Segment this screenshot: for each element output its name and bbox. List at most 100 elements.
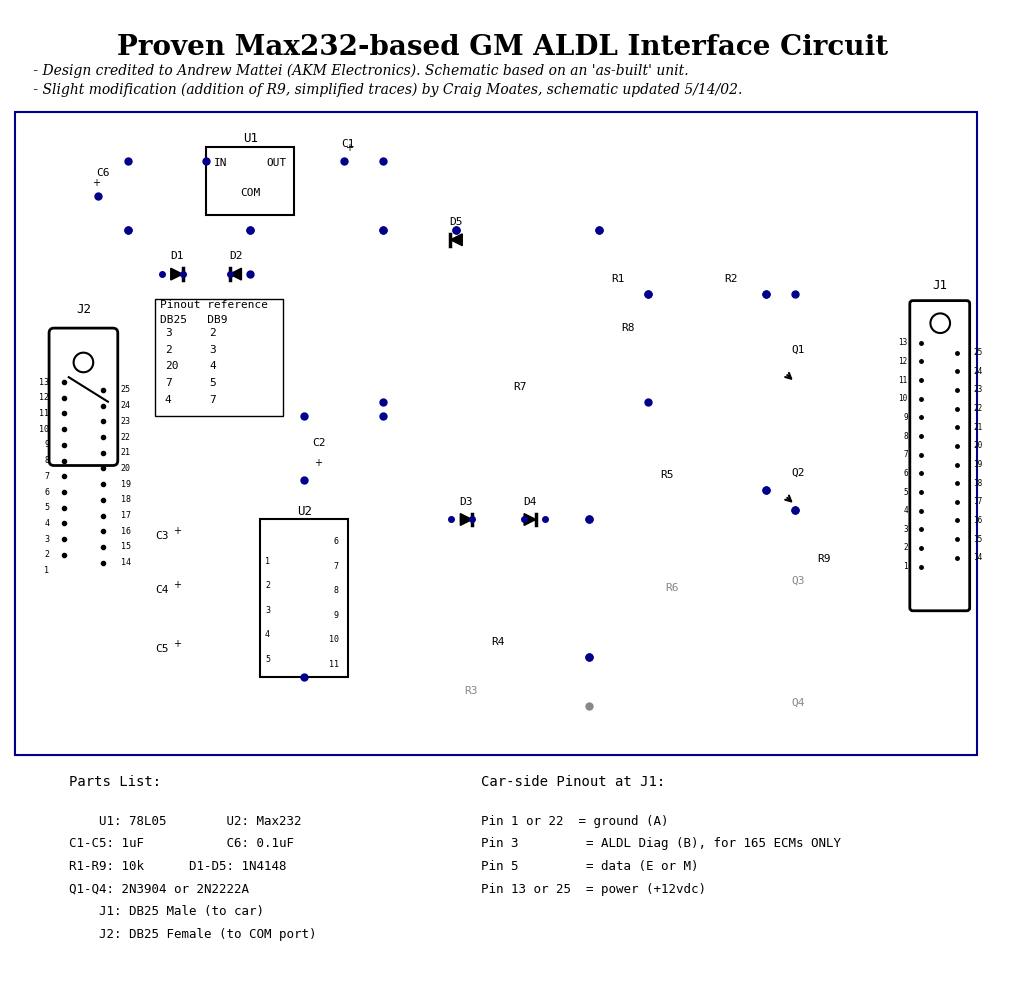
Text: 14: 14: [974, 554, 983, 562]
Text: Car-side Pinout at J1:: Car-side Pinout at J1:: [481, 774, 666, 789]
Text: 12: 12: [39, 393, 49, 402]
Text: 18: 18: [121, 495, 131, 504]
Text: Parts List:: Parts List:: [69, 774, 161, 789]
Text: 3: 3: [44, 535, 49, 544]
Text: 5: 5: [903, 488, 908, 496]
Text: 8: 8: [44, 456, 49, 465]
Text: Q2: Q2: [792, 467, 805, 478]
Polygon shape: [229, 268, 242, 280]
Text: 3: 3: [903, 525, 908, 534]
Bar: [206, 147, 295, 216]
Text: R1-R9: 10k      D1-D5: 1N4148: R1-R9: 10k D1-D5: 1N4148: [69, 860, 286, 873]
Text: R7: R7: [513, 382, 527, 392]
Text: 14: 14: [121, 558, 131, 567]
Text: J1: DB25 Male (to car): J1: DB25 Male (to car): [69, 905, 264, 918]
Text: 5: 5: [44, 503, 49, 512]
Text: 2: 2: [209, 328, 216, 338]
Text: +: +: [173, 580, 181, 590]
Bar: [14, 112, 977, 755]
Text: Q1: Q1: [792, 345, 805, 355]
Text: 2: 2: [903, 544, 908, 553]
Text: 4: 4: [165, 395, 172, 405]
Text: R1: R1: [611, 274, 625, 284]
Text: 12: 12: [899, 357, 908, 366]
Text: 3: 3: [165, 328, 172, 338]
Text: Pin 3         = ALDL Diag (B), for 165 ECMs ONLY: Pin 3 = ALDL Diag (B), for 165 ECMs ONLY: [481, 837, 841, 850]
Text: 7: 7: [903, 450, 908, 459]
Text: 5: 5: [265, 655, 270, 664]
Text: Q3: Q3: [792, 575, 805, 585]
Text: R8: R8: [622, 323, 635, 333]
Text: 10: 10: [899, 394, 908, 403]
FancyBboxPatch shape: [49, 328, 118, 466]
Text: 13: 13: [899, 338, 908, 348]
Text: 2: 2: [165, 345, 172, 355]
Text: Proven Max232-based GM ALDL Interface Circuit: Proven Max232-based GM ALDL Interface Ci…: [117, 33, 888, 61]
Text: 22: 22: [974, 404, 983, 413]
Text: 4: 4: [265, 630, 270, 639]
Text: 20: 20: [165, 361, 178, 371]
Text: 25: 25: [121, 385, 131, 394]
FancyBboxPatch shape: [909, 300, 970, 611]
Text: DB25   DB9: DB25 DB9: [160, 315, 227, 325]
Text: J1: J1: [933, 279, 948, 292]
Text: 15: 15: [974, 535, 983, 544]
Polygon shape: [461, 513, 472, 525]
Text: 8: 8: [334, 586, 339, 595]
Text: 21: 21: [974, 423, 983, 431]
Text: 6: 6: [903, 469, 908, 478]
Text: C3: C3: [156, 531, 169, 541]
Text: 17: 17: [121, 511, 131, 520]
Text: 16: 16: [974, 516, 983, 525]
Text: Pin 1 or 22  = ground (A): Pin 1 or 22 = ground (A): [481, 815, 669, 828]
Text: +: +: [92, 178, 100, 188]
Text: Pin 5         = data (E or M): Pin 5 = data (E or M): [481, 860, 698, 873]
Text: - Design credited to Andrew Mattei (AKM Electronics). Schematic based on an 'as-: - Design credited to Andrew Mattei (AKM …: [30, 63, 689, 78]
Text: 21: 21: [121, 448, 131, 457]
Text: 19: 19: [974, 460, 983, 469]
Text: 7: 7: [44, 472, 49, 481]
Text: 11: 11: [39, 409, 49, 418]
Text: U1: 78L05        U2: Max232: U1: 78L05 U2: Max232: [69, 815, 301, 828]
Text: OUT: OUT: [266, 159, 287, 168]
Text: 22: 22: [121, 432, 131, 441]
Text: +: +: [345, 144, 353, 154]
Text: 3: 3: [265, 606, 270, 615]
Text: 3: 3: [209, 345, 216, 355]
Polygon shape: [451, 233, 462, 245]
Text: Pin 13 or 25  = power (+12vdc): Pin 13 or 25 = power (+12vdc): [481, 883, 706, 895]
Text: R4: R4: [490, 637, 505, 647]
Text: 10: 10: [39, 425, 49, 433]
Text: C5: C5: [156, 644, 169, 654]
Text: D3: D3: [460, 496, 473, 506]
Text: 5: 5: [209, 378, 216, 388]
Text: 24: 24: [121, 401, 131, 410]
Text: +: +: [314, 457, 323, 468]
Text: 17: 17: [974, 497, 983, 506]
Text: D4: D4: [523, 496, 537, 506]
Text: J2: DB25 Female (to COM port): J2: DB25 Female (to COM port): [69, 928, 316, 941]
Text: D5: D5: [450, 217, 463, 228]
Text: 19: 19: [121, 480, 131, 489]
Text: 7: 7: [334, 561, 339, 570]
Text: D1: D1: [170, 251, 183, 261]
Text: 8: 8: [903, 431, 908, 440]
Polygon shape: [171, 268, 182, 280]
Text: 7: 7: [209, 395, 216, 405]
Text: 9: 9: [903, 413, 908, 422]
Text: 4: 4: [209, 361, 216, 371]
Text: 20: 20: [121, 464, 131, 473]
Text: R9: R9: [818, 554, 831, 563]
Text: Pinout reference: Pinout reference: [160, 300, 268, 310]
Text: 16: 16: [121, 527, 131, 536]
Text: R5: R5: [660, 470, 674, 481]
Text: 10: 10: [329, 635, 339, 644]
Text: IN: IN: [214, 159, 227, 168]
Text: U2: U2: [297, 504, 311, 517]
Text: 9: 9: [334, 611, 339, 620]
Text: J2: J2: [76, 303, 91, 316]
Text: C6: C6: [96, 168, 110, 178]
Text: Q4: Q4: [792, 698, 805, 708]
Text: 25: 25: [974, 348, 983, 358]
Text: C1: C1: [342, 139, 355, 149]
